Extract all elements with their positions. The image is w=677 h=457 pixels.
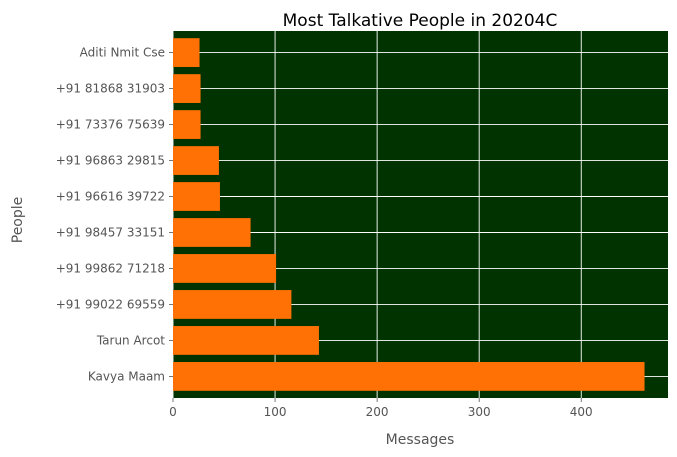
- bar-1: [173, 326, 319, 355]
- bar-6: [173, 146, 219, 175]
- bar-0: [173, 362, 645, 391]
- x-tick-label: 100: [264, 405, 287, 419]
- bar-7: [173, 110, 201, 139]
- x-axis-label: Messages: [386, 432, 455, 448]
- x-tick-labels: 0 100 200 300 400: [169, 398, 593, 419]
- x-tick-label: 0: [169, 405, 177, 419]
- x-tick-label: 400: [570, 405, 593, 419]
- y-tick-label: +91 99862 71218: [56, 261, 165, 275]
- y-tick-label: Kavya Maam: [88, 369, 165, 383]
- bar-3: [173, 254, 277, 283]
- y-tick-label: +91 81868 31903: [56, 82, 165, 96]
- x-tick-label: 200: [366, 405, 389, 419]
- y-tick-label: +91 99022 69559: [56, 297, 165, 311]
- y-axis-label: People: [10, 197, 26, 244]
- bars: [173, 38, 645, 391]
- bar-5: [173, 182, 220, 211]
- bar-8: [173, 74, 201, 103]
- y-tick-label: +91 73376 75639: [56, 118, 165, 132]
- chart-title: Most Talkative People in 20204C: [283, 11, 558, 31]
- bar-4: [173, 218, 251, 247]
- y-tick-label: +91 96863 29815: [56, 154, 165, 168]
- y-tick-label: Tarun Arcot: [96, 333, 165, 347]
- y-tick-label: Aditi Nmit Cse: [80, 46, 165, 60]
- x-tick-label: 300: [468, 405, 491, 419]
- y-tick-label: +91 96616 39722: [56, 190, 165, 204]
- bar-2: [173, 290, 292, 319]
- bar-9: [173, 38, 200, 67]
- y-tick-label: +91 98457 33151: [56, 225, 165, 239]
- y-tick-labels: Kavya Maam Tarun Arcot +91 99022 69559 +91 …: [56, 46, 173, 383]
